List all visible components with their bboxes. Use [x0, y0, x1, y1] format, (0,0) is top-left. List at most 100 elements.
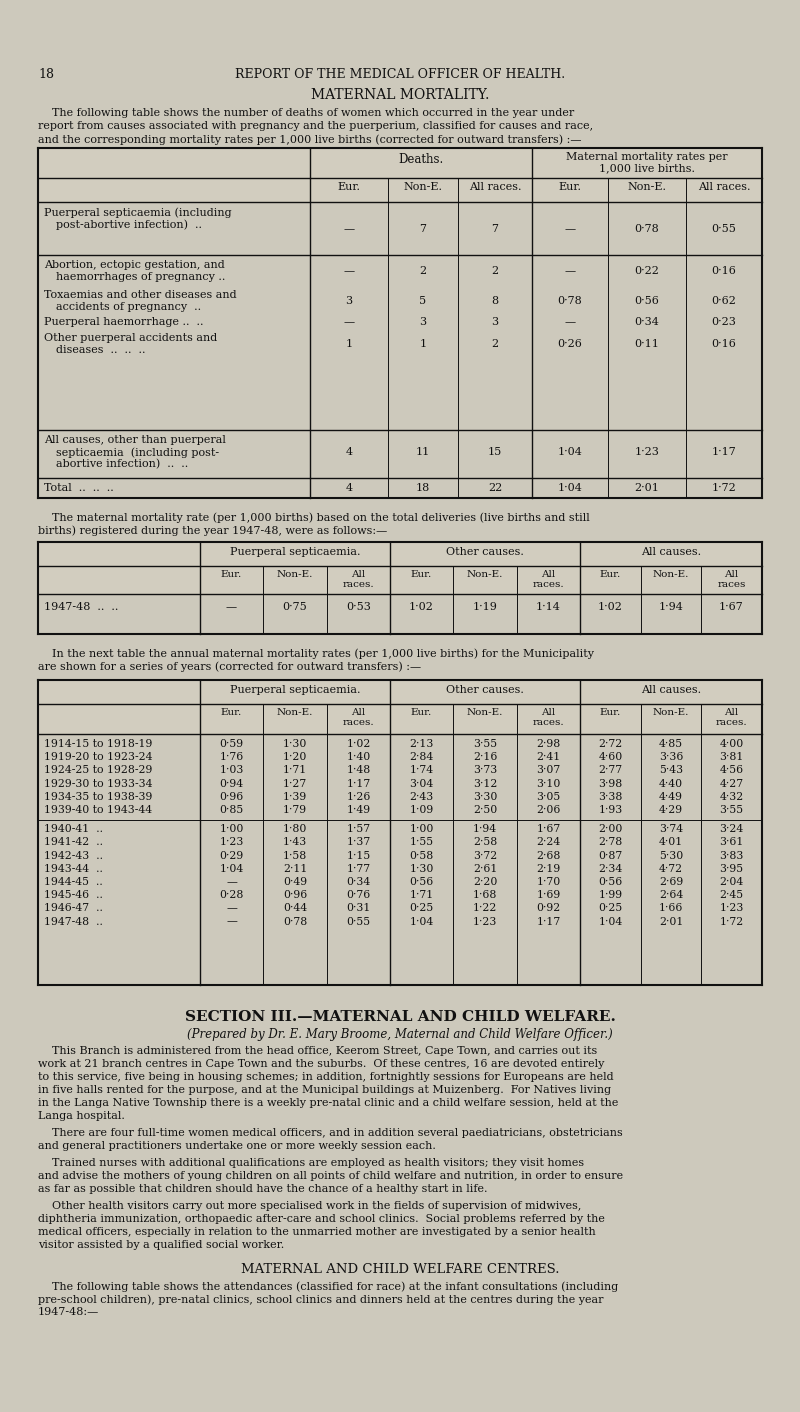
Text: 1·04: 1·04 [558, 448, 582, 457]
Text: Puerperal haemorrhage ..  ..: Puerperal haemorrhage .. .. [44, 318, 203, 328]
Text: 22: 22 [488, 483, 502, 493]
Text: 0·16: 0·16 [711, 339, 737, 349]
Text: 1·19: 1·19 [473, 602, 498, 611]
Text: diseases  ..  ..  ..: diseases .. .. .. [56, 345, 146, 354]
Text: 2·61: 2·61 [473, 864, 497, 874]
Text: 1929-30 to 1933-34: 1929-30 to 1933-34 [44, 778, 153, 788]
Text: 0·58: 0·58 [410, 850, 434, 860]
Text: 1·49: 1·49 [346, 805, 370, 815]
Text: 1947-48  ..  ..: 1947-48 .. .. [44, 602, 118, 611]
Text: Eur.: Eur. [338, 182, 361, 192]
Text: 1·71: 1·71 [410, 890, 434, 901]
Text: 1946-47  ..: 1946-47 .. [44, 904, 103, 914]
Text: 18: 18 [38, 68, 54, 80]
Text: 0·25: 0·25 [598, 904, 622, 914]
Text: All
races.: All races. [342, 707, 374, 727]
Text: 1·23: 1·23 [634, 448, 659, 457]
Text: 2: 2 [419, 265, 426, 275]
Text: 1·55: 1·55 [410, 837, 434, 847]
Text: 0·56: 0·56 [598, 877, 622, 887]
Text: 0·25: 0·25 [410, 904, 434, 914]
Bar [39, 179, 761, 202]
Text: 0·56: 0·56 [410, 877, 434, 887]
Text: There are four full-time women medical officers, and in addition several paediat: There are four full-time women medical o… [38, 1128, 622, 1138]
Text: 2·98: 2·98 [536, 738, 561, 748]
Text: in five halls rented for the purpose, and at the Municipal buildings at Muizenbe: in five halls rented for the purpose, an… [38, 1084, 611, 1094]
Text: 1944-45  ..: 1944-45 .. [44, 877, 102, 887]
Bar [39, 681, 761, 705]
Text: 1·93: 1·93 [598, 805, 622, 815]
Text: 1·23: 1·23 [719, 904, 744, 914]
Text: 2·68: 2·68 [536, 850, 561, 860]
Text: 4·56: 4·56 [719, 765, 743, 775]
Text: 0·78: 0·78 [283, 916, 307, 926]
Text: Eur.: Eur. [600, 707, 621, 717]
Text: 1·22: 1·22 [473, 904, 497, 914]
Text: —: — [565, 265, 575, 275]
Text: REPORT OF THE MEDICAL OFFICER OF HEALTH.: REPORT OF THE MEDICAL OFFICER OF HEALTH. [235, 68, 565, 80]
Text: All races.: All races. [469, 182, 522, 192]
Text: —: — [343, 225, 354, 234]
Text: Puerperal septicaemia.: Puerperal septicaemia. [230, 685, 360, 695]
Text: Other health visitors carry out more specialised work in the fields of supervisi: Other health visitors carry out more spe… [38, 1202, 582, 1211]
Text: All races.: All races. [698, 182, 750, 192]
Text: —: — [226, 916, 237, 926]
Text: 1·69: 1·69 [536, 890, 561, 901]
Text: 0·16: 0·16 [711, 265, 737, 275]
Text: 1·00: 1·00 [410, 825, 434, 834]
Text: 1·67: 1·67 [536, 825, 561, 834]
Text: 0·34: 0·34 [634, 318, 659, 328]
Text: 2·19: 2·19 [536, 864, 561, 874]
Text: 4·32: 4·32 [719, 792, 744, 802]
Text: 3·74: 3·74 [659, 825, 683, 834]
Text: medical officers, especially in relation to the unmarried mother are investigate: medical officers, especially in relation… [38, 1227, 596, 1237]
Text: 1·74: 1·74 [410, 765, 434, 775]
Bar [39, 568, 761, 594]
Text: 0·22: 0·22 [634, 265, 659, 275]
Text: 4·01: 4·01 [659, 837, 683, 847]
Text: 5: 5 [419, 297, 426, 306]
Text: —: — [343, 318, 354, 328]
Text: 0·53: 0·53 [346, 602, 371, 611]
Text: Non-E.: Non-E. [403, 182, 442, 192]
Text: Maternal mortality rates per
1,000 live births.: Maternal mortality rates per 1,000 live … [566, 152, 728, 174]
Text: 11: 11 [416, 448, 430, 457]
Text: 0·44: 0·44 [283, 904, 307, 914]
Text: 2·72: 2·72 [598, 738, 622, 748]
Text: 1·17: 1·17 [536, 916, 561, 926]
Text: 1940-41  ..: 1940-41 .. [44, 825, 103, 834]
Text: 3·24: 3·24 [719, 825, 744, 834]
Text: 1·70: 1·70 [536, 877, 561, 887]
Text: 3·04: 3·04 [410, 778, 434, 788]
Text: 3·81: 3·81 [719, 753, 744, 762]
Text: 1·17: 1·17 [346, 778, 370, 788]
Text: 1·14: 1·14 [536, 602, 561, 611]
Text: 3·55: 3·55 [719, 805, 743, 815]
Text: report from causes associated with pregnancy and the puerperium, classified for : report from causes associated with pregn… [38, 121, 593, 131]
Text: 4·49: 4·49 [659, 792, 683, 802]
Text: 2·11: 2·11 [283, 864, 307, 874]
Text: 1·23: 1·23 [219, 837, 244, 847]
Text: 2·64: 2·64 [659, 890, 683, 901]
Text: 3·83: 3·83 [719, 850, 744, 860]
Text: 3·38: 3·38 [598, 792, 622, 802]
Text: and the corresponding mortality rates per 1,000 live births (corrected for outwa: and the corresponding mortality rates pe… [38, 134, 582, 144]
Text: are shown for a series of years (corrected for outward transfers) :—: are shown for a series of years (correct… [38, 661, 421, 672]
Text: 0·94: 0·94 [219, 778, 243, 788]
Text: 1934-35 to 1938-39: 1934-35 to 1938-39 [44, 792, 152, 802]
Text: 4·29: 4·29 [659, 805, 683, 815]
Text: 3·36: 3·36 [659, 753, 683, 762]
Text: 2: 2 [491, 339, 498, 349]
Text: 2·00: 2·00 [598, 825, 622, 834]
Text: 15: 15 [488, 448, 502, 457]
Text: 1·71: 1·71 [283, 765, 307, 775]
Text: diphtheria immunization, orthopaedic after-care and school clinics.  Social prob: diphtheria immunization, orthopaedic aft… [38, 1214, 605, 1224]
Text: 0·56: 0·56 [634, 297, 659, 306]
Text: 1·17: 1·17 [712, 448, 736, 457]
Text: 1941-42  ..: 1941-42 .. [44, 837, 103, 847]
Text: Eur.: Eur. [600, 570, 621, 579]
Text: 2·58: 2·58 [473, 837, 497, 847]
Text: 3·72: 3·72 [473, 850, 497, 860]
Text: 0·78: 0·78 [558, 297, 582, 306]
Text: All
races.: All races. [716, 707, 747, 727]
